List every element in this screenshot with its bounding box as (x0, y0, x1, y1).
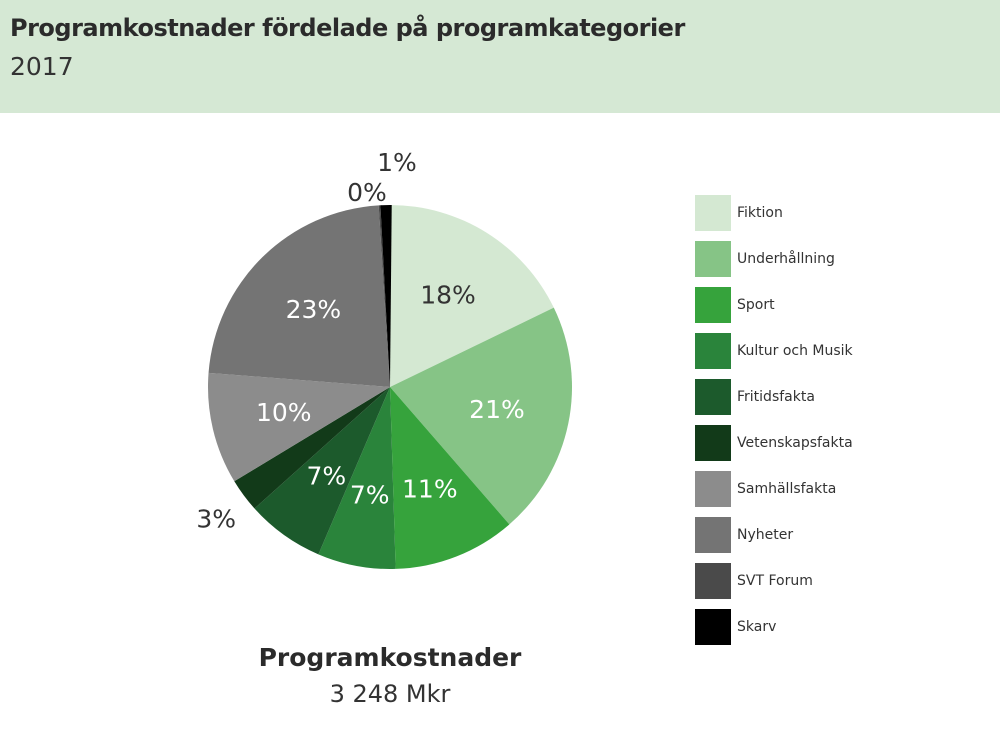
pie-slice-vetenskapsfakta (234, 387, 390, 509)
legend-label: SVT Forum (737, 573, 813, 589)
data-label: 7% (307, 462, 347, 491)
legend-swatch (695, 609, 731, 645)
pie-slice-fiktion (390, 205, 554, 387)
total-label: Programkostnader (258, 643, 522, 672)
chart-subtitle: 2017 (10, 52, 74, 81)
legend-item: Sport (695, 282, 853, 328)
data-label: 10% (256, 398, 312, 427)
legend: Fiktion Underhållning Sport Kultur och Musi… (695, 190, 853, 650)
legend-label: Samhällsfakta (737, 481, 837, 497)
legend-swatch (695, 333, 731, 369)
data-label: 18% (420, 280, 476, 309)
legend-label: Fritidsfakta (737, 389, 815, 405)
legend-swatch (695, 471, 731, 507)
pie-slice-skarv (380, 205, 392, 387)
legend-label: Underhållning (737, 251, 835, 267)
legend-item: SVT Forum (695, 558, 853, 604)
legend-label: Nyheter (737, 527, 794, 543)
legend-item: Fritidsfakta (695, 374, 853, 420)
pie-slice-fritidsfakta (254, 387, 390, 555)
legend-item: Samhällsfakta (695, 466, 853, 512)
legend-label: Vetenskapsfakta (737, 435, 853, 451)
legend-item: Nyheter (695, 512, 853, 558)
pie-slice-nyheter (208, 205, 390, 387)
legend-swatch (695, 379, 731, 415)
pie-slice-samhällsfakta (208, 372, 390, 482)
data-label: 1% (377, 148, 417, 177)
pie-slice-svt-forum (378, 205, 390, 387)
data-label: 0% (347, 178, 387, 207)
legend-label: Fiktion (737, 205, 783, 221)
data-label: 7% (350, 480, 390, 509)
legend-label: Sport (737, 297, 775, 313)
legend-swatch (695, 517, 731, 553)
legend-label: Kultur och Musik (737, 343, 853, 359)
legend-item: Kultur och Musik (695, 328, 853, 374)
data-label: 11% (402, 475, 458, 504)
legend-swatch (695, 241, 731, 277)
legend-item: Vetenskapsfakta (695, 420, 853, 466)
data-label: 21% (469, 395, 525, 424)
chart-title: Programkostnader fördelade på programkat… (10, 14, 685, 42)
legend-label: Skarv (737, 619, 777, 635)
legend-item: Skarv (695, 604, 853, 650)
header-band: Programkostnader fördelade på programkat… (0, 0, 1000, 113)
legend-swatch (695, 563, 731, 599)
pie-slice-underhållning (390, 307, 572, 525)
legend-swatch (695, 195, 731, 231)
total-value: 3 248 Mkr (329, 680, 451, 708)
data-label: 23% (286, 295, 342, 324)
legend-swatch (695, 287, 731, 323)
pie-slice-kultur-och-musik (318, 387, 396, 569)
legend-item: Fiktion (695, 190, 853, 236)
pie-slice-sport (390, 387, 510, 569)
legend-swatch (695, 425, 731, 461)
data-label: 3% (196, 504, 236, 533)
legend-item: Underhållning (695, 236, 853, 282)
